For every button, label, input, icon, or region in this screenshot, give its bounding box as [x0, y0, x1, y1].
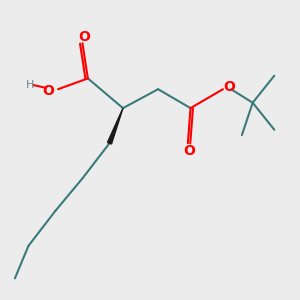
Text: O: O [43, 84, 55, 98]
Text: O: O [183, 144, 195, 158]
Text: O: O [78, 29, 90, 44]
Text: O: O [223, 80, 235, 94]
Polygon shape [107, 108, 123, 144]
Text: H: H [26, 80, 34, 90]
